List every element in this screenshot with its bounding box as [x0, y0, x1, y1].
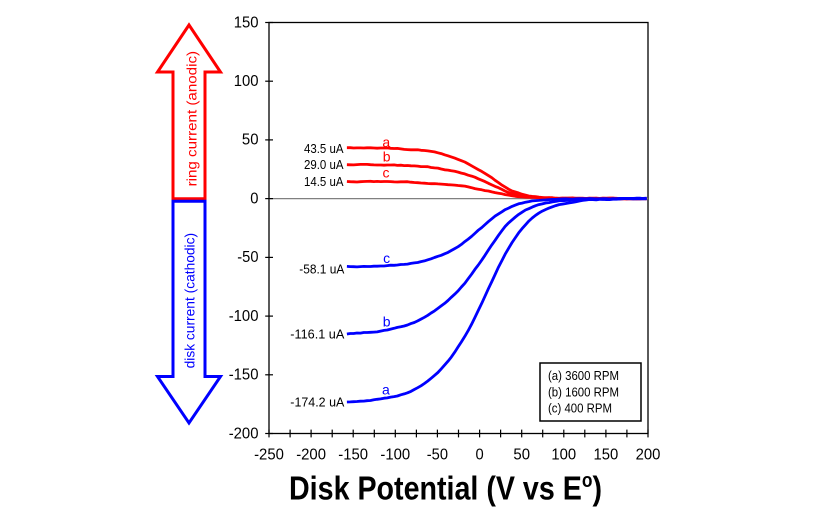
svg-text:-150: -150	[338, 446, 368, 463]
svg-text:-116.1 uA: -116.1 uA	[290, 327, 344, 342]
svg-text:50: 50	[513, 446, 530, 463]
svg-text:Disk Potential (V vs Eo): Disk Potential (V vs Eo)	[289, 470, 602, 507]
svg-text:-250: -250	[254, 446, 284, 463]
svg-text:c: c	[383, 250, 390, 266]
svg-text:a: a	[382, 134, 390, 150]
svg-text:-100: -100	[380, 446, 410, 463]
svg-text:-200: -200	[296, 446, 326, 463]
svg-text:b: b	[383, 149, 391, 165]
svg-text:-58.1 uA: -58.1 uA	[299, 261, 344, 276]
svg-text:(b) 1600 RPM: (b) 1600 RPM	[548, 385, 619, 399]
svg-text:150: 150	[234, 14, 259, 31]
svg-text:100: 100	[234, 73, 259, 90]
svg-text:ring current (anodic): ring current (anodic)	[184, 51, 200, 187]
svg-text:50: 50	[242, 132, 259, 149]
svg-text:0: 0	[476, 446, 484, 463]
svg-text:a: a	[382, 382, 390, 398]
svg-text:29.0 uA: 29.0 uA	[304, 157, 344, 172]
svg-text:-50: -50	[427, 446, 448, 463]
svg-text:(a) 3600 RPM: (a) 3600 RPM	[548, 369, 619, 383]
svg-text:(c) 400 RPM: (c) 400 RPM	[548, 401, 612, 415]
svg-text:-100: -100	[229, 308, 259, 325]
svg-text:43.5 uA: 43.5 uA	[304, 141, 344, 156]
svg-text:100: 100	[551, 446, 576, 463]
svg-text:14.5 uA: 14.5 uA	[304, 174, 344, 189]
svg-text:150: 150	[594, 446, 619, 463]
svg-text:-200: -200	[229, 425, 259, 442]
svg-text:c: c	[383, 165, 390, 181]
svg-text:disk current (cathodic): disk current (cathodic)	[183, 233, 198, 369]
svg-text:b: b	[383, 314, 391, 330]
svg-text:200: 200	[636, 446, 661, 463]
svg-text:-50: -50	[237, 249, 258, 266]
svg-text:-174.2 uA: -174.2 uA	[290, 395, 344, 410]
svg-text:0: 0	[250, 190, 258, 207]
svg-text:-150: -150	[229, 367, 259, 384]
